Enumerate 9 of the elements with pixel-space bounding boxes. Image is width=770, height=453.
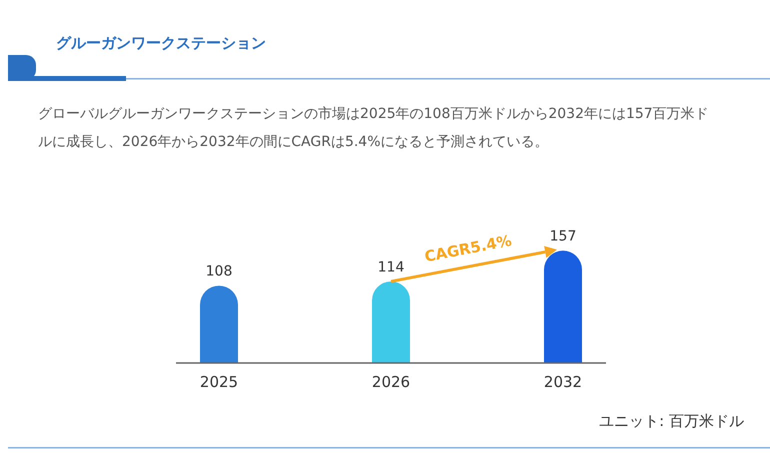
data-label: 157	[550, 228, 576, 245]
chart-title: グルーガンワークステーション	[56, 34, 266, 52]
x-tick-label: 2026	[372, 373, 410, 391]
text: ユニット: 百万米ドル	[599, 412, 744, 430]
data-label: 108	[206, 264, 232, 280]
chart-subtitle: グローバルグルーガンワークステーションの市場は2025年の108百万米ドルから2032年には157百万米ドルに成長し、2026年から2032年の間にCAGRは5.4%になると予測されている。	[38, 106, 709, 150]
x-tick-label: 2025	[200, 373, 238, 391]
x-tick-label: 2032	[544, 373, 582, 391]
data-label: 114	[378, 259, 404, 276]
